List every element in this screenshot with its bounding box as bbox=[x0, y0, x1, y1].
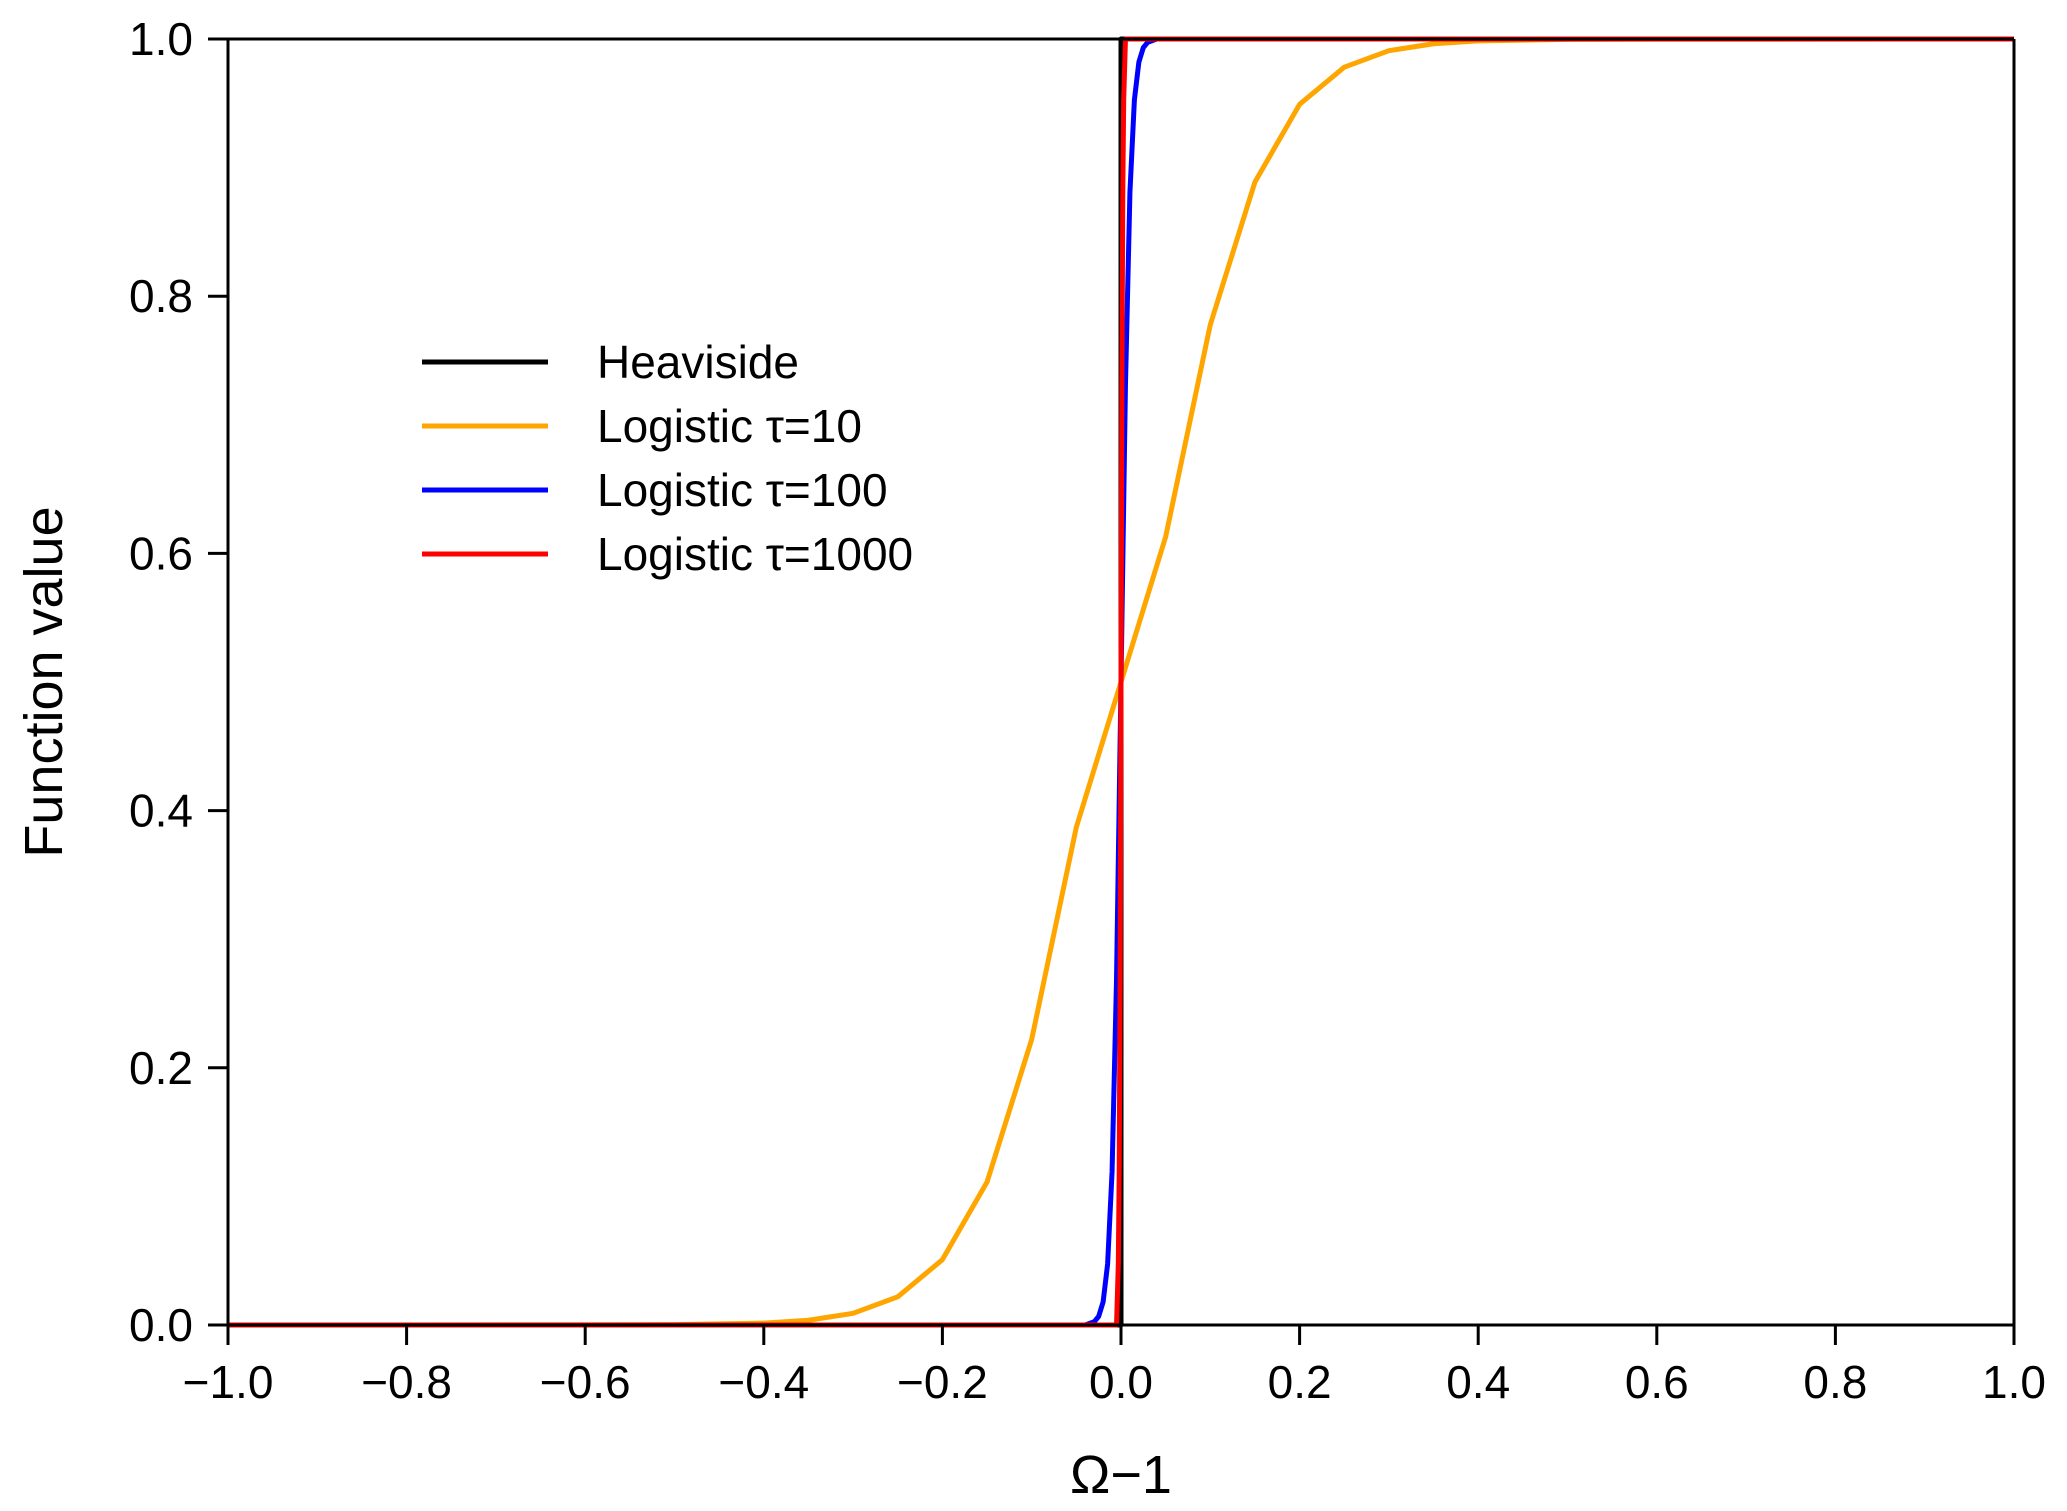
legend-label: Logistic τ=1000 bbox=[597, 528, 913, 580]
legend-label: Logistic τ=100 bbox=[597, 464, 888, 516]
series-layer bbox=[227, 36, 2015, 1328]
x-tick-label: 0.6 bbox=[1625, 1356, 1689, 1408]
x-axis-title: Ω−1 bbox=[1070, 1445, 1172, 1505]
y-axis-title: Function value bbox=[14, 506, 74, 857]
x-ticks: −1.0 −0.8 −0.6 −0.4 −0.2 0.0 0.2 0.4 0.6 0.8 1.0 bbox=[183, 1325, 2046, 1408]
x-tick-label: 0.2 bbox=[1268, 1356, 1332, 1408]
x-tick-label: −0.4 bbox=[718, 1356, 809, 1408]
x-tick-label: 0.0 bbox=[1089, 1356, 1153, 1408]
legend-label: Logistic τ=10 bbox=[597, 400, 862, 452]
y-tick-label: 0.4 bbox=[129, 785, 193, 837]
y-tick-label: 1.0 bbox=[129, 13, 193, 65]
x-tick-label: −0.6 bbox=[540, 1356, 631, 1408]
x-tick-label: −0.2 bbox=[897, 1356, 988, 1408]
x-tick-label: −0.8 bbox=[361, 1356, 452, 1408]
legend: Heaviside Logistic τ=10 Logistic τ=100 Logi… bbox=[422, 336, 913, 580]
series-line-4 bbox=[228, 36, 2014, 1328]
y-tick-label: 0.0 bbox=[129, 1299, 193, 1351]
legend-label: Heaviside bbox=[597, 336, 799, 388]
y-tick-label: 0.2 bbox=[129, 1042, 193, 1094]
x-tick-label: 1.0 bbox=[1982, 1356, 2046, 1408]
x-tick-label: 0.8 bbox=[1803, 1356, 1867, 1408]
x-tick-label: 0.4 bbox=[1446, 1356, 1510, 1408]
y-tick-label: 0.6 bbox=[129, 527, 193, 579]
x-tick-label: −1.0 bbox=[183, 1356, 274, 1408]
y-ticks: 0.0 0.2 0.4 0.6 0.8 1.0 bbox=[129, 13, 228, 1351]
y-tick-label: 0.8 bbox=[129, 270, 193, 322]
